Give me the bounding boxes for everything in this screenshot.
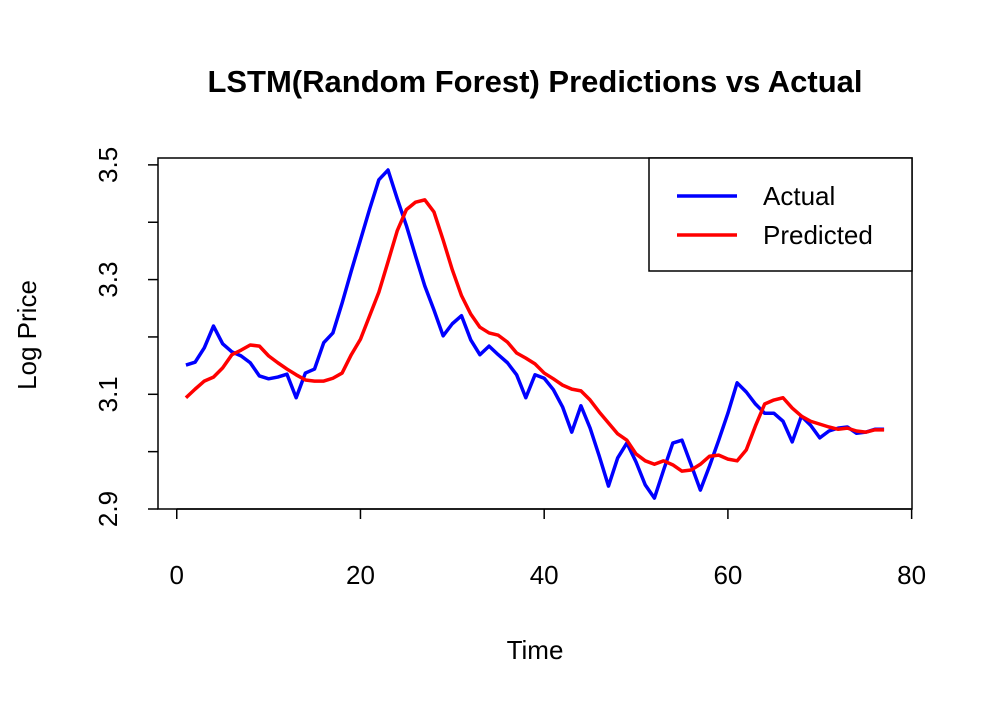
- legend-label: Actual: [763, 181, 835, 211]
- y-axis-label: Log Price: [12, 280, 42, 390]
- x-axis-label: Time: [507, 635, 564, 665]
- chart-title: LSTM(Random Forest) Predictions vs Actua…: [207, 64, 862, 99]
- legend-box: [648, 157, 913, 272]
- x-tick-label: 40: [530, 560, 559, 590]
- x-tick-label: 80: [897, 560, 926, 590]
- legend-label: Predicted: [763, 220, 873, 250]
- y-tick-label: 3.1: [93, 376, 123, 412]
- y-tick-label: 3.5: [93, 147, 123, 183]
- y-tick-label: 2.9: [93, 491, 123, 527]
- x-tick-label: 20: [346, 560, 375, 590]
- x-tick-label: 60: [713, 560, 742, 590]
- x-tick-label: 0: [170, 560, 184, 590]
- y-tick-label: 3.3: [93, 262, 123, 298]
- series-line: [185, 168, 885, 500]
- series-line: [184, 198, 885, 473]
